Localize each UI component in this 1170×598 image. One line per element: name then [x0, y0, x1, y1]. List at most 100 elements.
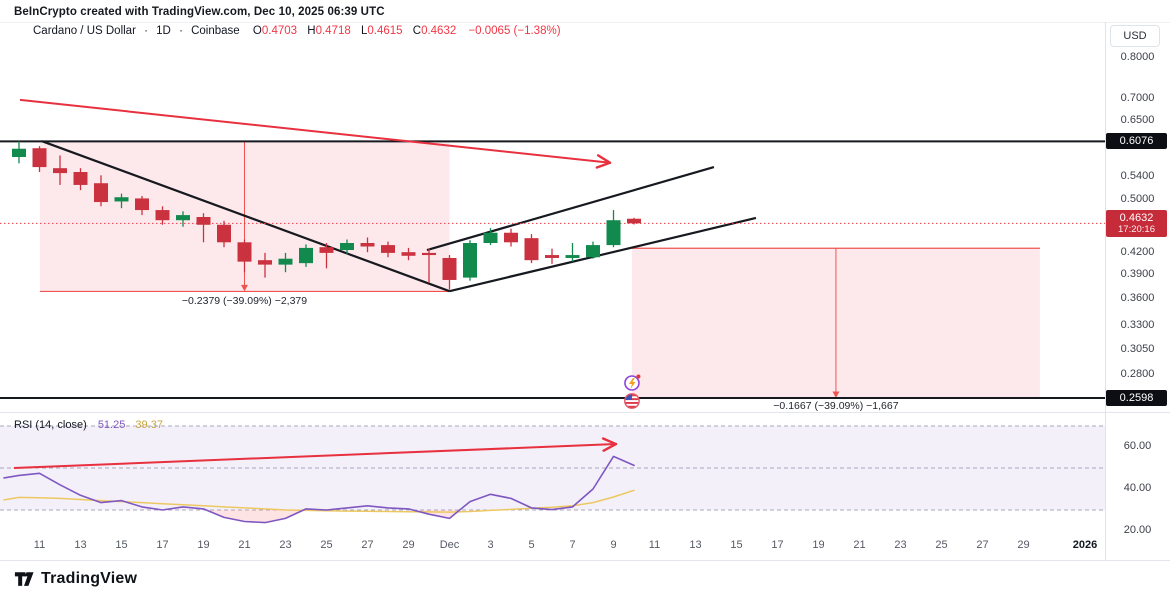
exchange-name[interactable]: Coinbase — [191, 25, 240, 37]
candle-body — [319, 247, 334, 253]
candle-body — [12, 148, 26, 157]
candle-body — [217, 224, 231, 243]
time-axis-label: 7 — [569, 539, 576, 551]
time-axis-label: 15 — [730, 539, 743, 551]
currency-toggle-button[interactable]: USD — [1110, 25, 1160, 47]
candle-body — [299, 247, 313, 264]
symbol-name[interactable]: Cardano / US Dollar — [33, 25, 136, 37]
rising-wedge-upper[interactable] — [426, 166, 715, 252]
rsi-ma-value: 39.37 — [135, 419, 163, 431]
candle-body — [627, 218, 641, 224]
time-axis-label: 25 — [320, 539, 333, 551]
bottom-divider — [0, 560, 1170, 561]
candle-body — [565, 255, 580, 258]
time-axis-label: 21 — [853, 539, 866, 551]
candle-body — [381, 245, 395, 253]
candle-body — [258, 260, 272, 265]
tradingview-logo-text: TradingView — [41, 570, 138, 587]
time-axis-label: 13 — [74, 539, 87, 551]
candle-body — [586, 245, 600, 258]
descending-trendline[interactable] — [41, 140, 450, 293]
symbol-header: Cardano / US Dollar · 1D · Coinbase O0.4… — [33, 25, 561, 37]
candle-body — [422, 252, 436, 256]
tradingview-logo[interactable]: TradingView — [13, 568, 137, 590]
rsi-line — [3, 455, 635, 524]
open-value: 0.4703 — [261, 25, 298, 37]
time-axis-label: 19 — [197, 539, 210, 551]
last-price-badge: 0.4632 17:20:16 — [1106, 210, 1167, 237]
high-value: 0.4718 — [315, 25, 351, 37]
change-value: −0.0065 (−1.38%) — [468, 25, 561, 37]
candle-body — [278, 258, 293, 265]
support-price-badge: 0.2598 — [1106, 390, 1167, 406]
time-axis-label: 2026 — [1072, 539, 1098, 551]
time-axis-label: 17 — [156, 539, 169, 551]
low-label: L — [360, 25, 368, 37]
candle-body — [53, 168, 67, 174]
candle-body — [504, 232, 518, 243]
time-axis-label: Dec — [439, 539, 460, 551]
time-axis[interactable]: 11 13 15 17 19 21 23 25 27 29 Dec 3 5 7 9 11 13 15 17 19 21 2… — [0, 539, 1105, 555]
close-value: 0.4632 — [421, 25, 457, 37]
time-axis-label: 19 — [812, 539, 825, 551]
open-label: O — [252, 25, 262, 37]
candle-body — [360, 242, 375, 247]
candle-body — [401, 252, 416, 256]
measured-move-label: −0.1667 (−39.09%) −1,667 — [773, 399, 899, 412]
candle-body — [176, 215, 190, 221]
time-axis-label: 15 — [115, 539, 128, 551]
rsi-legend-title: RSI (14, close) — [14, 419, 87, 431]
time-axis-label: 9 — [610, 539, 617, 551]
time-axis-label: 29 — [1017, 539, 1030, 551]
rsi-value: 51.25 — [97, 419, 126, 431]
high-label: H — [307, 25, 316, 37]
candle-body — [524, 238, 539, 261]
time-axis-label: 11 — [648, 539, 661, 551]
candle-body — [94, 183, 108, 203]
tradingview-logo-icon — [14, 572, 34, 586]
descending-trend-arrow[interactable] — [19, 98, 611, 164]
time-axis-label: 23 — [894, 539, 907, 551]
rsi-legend[interactable]: RSI (14, close) 51.25 39.37 — [14, 419, 163, 431]
rsi-ma-line — [3, 489, 635, 513]
candle-body — [237, 242, 252, 262]
header-divider — [0, 22, 1170, 23]
time-axis-label: 27 — [361, 539, 374, 551]
candle-body — [73, 172, 88, 185]
measured-move-label: −0.2379 (−39.09%) −2,379 — [181, 295, 308, 308]
time-axis-label: 21 — [238, 539, 251, 551]
resistance-price-badge: 0.6076 — [1106, 133, 1167, 149]
low-value: 0.4615 — [367, 25, 403, 37]
candle-body — [196, 217, 211, 225]
time-axis-label: 13 — [689, 539, 702, 551]
candle-body — [340, 242, 354, 251]
separator-dot: · — [179, 25, 183, 37]
pane-divider — [0, 412, 1170, 413]
candle-body — [483, 232, 498, 243]
time-axis-label: 11 — [33, 539, 46, 551]
rising-wedge-lower[interactable] — [449, 216, 757, 293]
candle-body — [114, 197, 129, 202]
timeframe[interactable]: 1D — [156, 25, 171, 37]
economic-event-icon[interactable] — [624, 374, 641, 391]
candle-body — [32, 148, 47, 168]
separator-dot: · — [144, 25, 148, 37]
candle-body — [155, 210, 170, 221]
us-flag-event-icon[interactable] — [624, 393, 640, 409]
time-axis-label: 29 — [402, 539, 415, 551]
candle-body — [606, 220, 621, 246]
price-axis-divider — [1105, 22, 1106, 560]
time-axis-label: 3 — [487, 539, 494, 551]
time-axis-label: 23 — [279, 539, 292, 551]
rsi-trend-arrow[interactable] — [13, 443, 616, 469]
time-axis-label: 5 — [528, 539, 535, 551]
attribution-text: BeInCrypto created with TradingView.com,… — [14, 6, 385, 18]
candle-body — [442, 257, 457, 280]
candle-body — [135, 198, 149, 211]
time-axis-label: 27 — [976, 539, 989, 551]
time-axis-label: 25 — [935, 539, 948, 551]
time-axis-label: 17 — [771, 539, 784, 551]
candle-body — [545, 255, 559, 258]
